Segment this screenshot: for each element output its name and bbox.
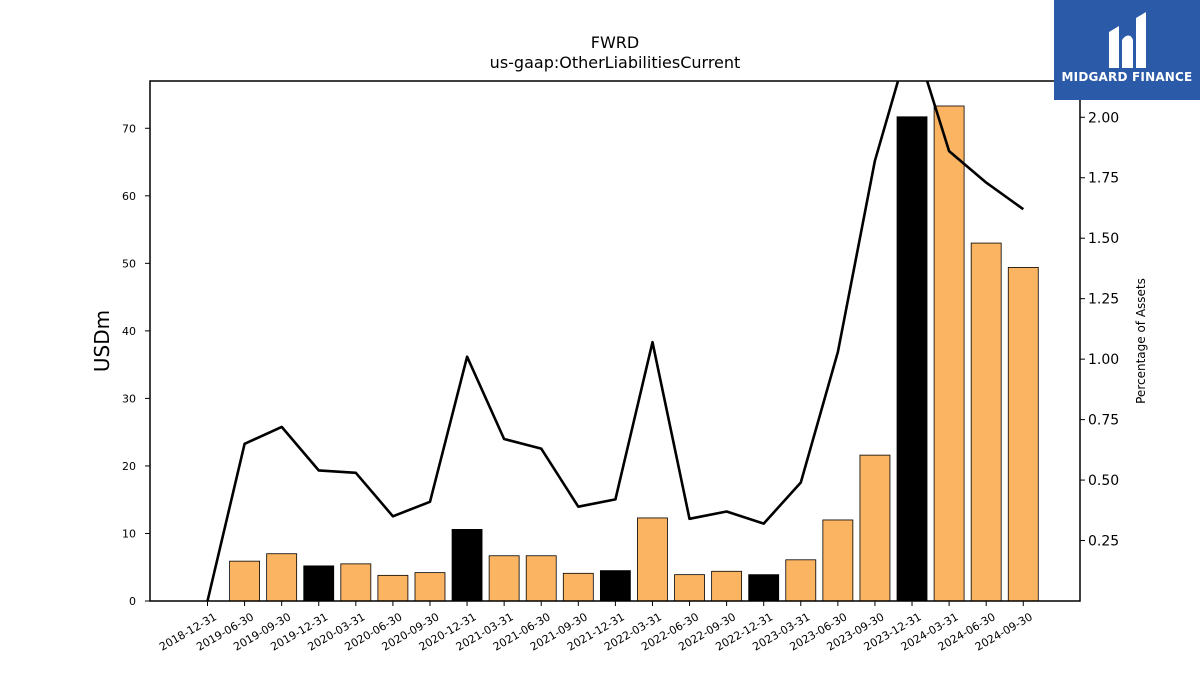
y-tick-label: 20	[122, 460, 136, 473]
brand-logo: MIDGARD FINANCE	[1054, 0, 1200, 100]
y2-tick-label: 1.25	[1088, 292, 1119, 308]
y-tick-label: 10	[122, 527, 136, 540]
bar-series	[229, 105, 1039, 602]
y-tick-label: 40	[122, 325, 136, 338]
bar	[748, 574, 780, 602]
bar	[599, 570, 631, 602]
bar	[785, 559, 817, 602]
y-tick-label: 50	[122, 257, 136, 270]
y2-tick-label: 1.50	[1088, 231, 1119, 247]
y-tick-label: 30	[122, 392, 136, 405]
bar	[1007, 266, 1039, 602]
line-series	[206, 81, 1025, 601]
y2-tick-label: 2.00	[1088, 110, 1119, 126]
bar	[859, 454, 891, 602]
bar	[266, 553, 298, 602]
y-axis-label: USDm	[90, 310, 114, 372]
y-tick-label: 60	[122, 190, 136, 203]
bar	[637, 517, 668, 602]
logo-mark-icon	[1109, 12, 1146, 68]
y2-tick-label: 0.50	[1088, 473, 1119, 489]
y-tick-label: 0	[129, 595, 136, 608]
y2-axis-label: Percentage of Assets	[1134, 278, 1148, 404]
chart-subtitle: us-gaap:OtherLiabilitiesCurrent	[490, 53, 741, 72]
bar	[970, 242, 1002, 602]
bar	[562, 572, 594, 602]
y2-tick-label: 0.75	[1088, 413, 1119, 429]
bar	[711, 570, 743, 602]
bar	[303, 565, 335, 602]
y2-tick-label: 1.75	[1088, 171, 1119, 187]
pct-assets-line	[206, 81, 1025, 601]
y2-tick-label: 0.25	[1088, 534, 1119, 550]
y2-tick-label: 1.00	[1088, 352, 1119, 368]
logo-text: MIDGARD FINANCE	[1061, 70, 1193, 84]
bar	[229, 560, 260, 602]
chart-title: FWRD	[591, 33, 639, 52]
bar	[896, 116, 928, 602]
bar	[414, 572, 446, 602]
y-tick-label: 70	[122, 122, 136, 135]
bar	[488, 555, 520, 602]
bar	[822, 519, 854, 602]
bar	[377, 574, 409, 602]
bar	[525, 555, 557, 602]
bar	[933, 105, 965, 602]
bar	[674, 574, 705, 602]
bar	[340, 563, 372, 602]
bar	[451, 529, 483, 602]
